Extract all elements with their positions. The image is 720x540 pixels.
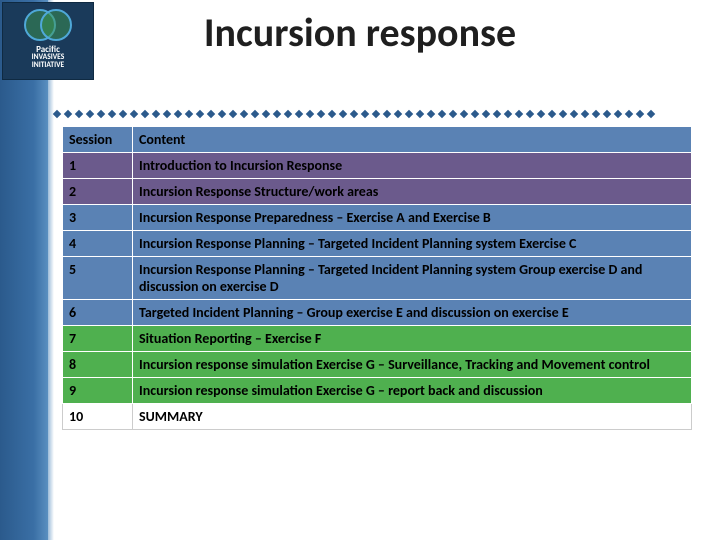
session-table: Session Content 1Introduction to Incursi… xyxy=(62,126,692,430)
table-row: 6Targeted Incident Planning – Group exer… xyxy=(63,300,692,326)
header-content: Content xyxy=(133,127,692,153)
dotted-divider-top xyxy=(48,108,720,120)
table-header-row: Session Content xyxy=(63,127,692,153)
logo: Pacific INVASIVES INITIATIVE xyxy=(2,2,94,80)
logo-text: Pacific INVASIVES INITIATIVE xyxy=(32,45,65,70)
session-content: Incursion Response Planning – Targeted I… xyxy=(133,257,692,300)
session-content: Incursion response simulation Exercise G… xyxy=(133,352,692,378)
session-number: 9 xyxy=(63,378,133,404)
logo-circles xyxy=(18,7,78,43)
session-content: Situation Reporting – Exercise F xyxy=(133,326,692,352)
header-session: Session xyxy=(63,127,133,153)
table-row: 10SUMMARY xyxy=(63,404,692,430)
session-content: Incursion response simulation Exercise G… xyxy=(133,378,692,404)
session-content: Targeted Incident Planning – Group exerc… xyxy=(133,300,692,326)
session-content: SUMMARY xyxy=(133,404,692,430)
table-row: 1Introduction to Incursion Response xyxy=(63,153,692,179)
session-content: Incursion Response Planning – Targeted I… xyxy=(133,231,692,257)
session-content: Incursion Response Preparedness – Exerci… xyxy=(133,205,692,231)
session-number: 10 xyxy=(63,404,133,430)
session-number: 7 xyxy=(63,326,133,352)
session-content: Introduction to Incursion Response xyxy=(133,153,692,179)
table-row: 9Incursion response simulation Exercise … xyxy=(63,378,692,404)
session-number: 5 xyxy=(63,257,133,300)
session-number: 3 xyxy=(63,205,133,231)
table-row: 3Incursion Response Preparedness – Exerc… xyxy=(63,205,692,231)
logo-line3: INITIATIVE xyxy=(32,62,65,70)
table-row: 2Incursion Response Structure/work areas xyxy=(63,179,692,205)
session-table-wrap: Session Content 1Introduction to Incursi… xyxy=(62,126,692,430)
session-number: 2 xyxy=(63,179,133,205)
session-number: 6 xyxy=(63,300,133,326)
session-number: 8 xyxy=(63,352,133,378)
session-number: 1 xyxy=(63,153,133,179)
table-row: 8Incursion response simulation Exercise … xyxy=(63,352,692,378)
table-row: 5Incursion Response Planning – Targeted … xyxy=(63,257,692,300)
page-title: Incursion response xyxy=(0,8,720,57)
table-row: 4Incursion Response Planning – Targeted … xyxy=(63,231,692,257)
session-number: 4 xyxy=(63,231,133,257)
table-row: 7Situation Reporting – Exercise F xyxy=(63,326,692,352)
session-content: Incursion Response Structure/work areas xyxy=(133,179,692,205)
sidebar-stripe xyxy=(0,0,48,540)
